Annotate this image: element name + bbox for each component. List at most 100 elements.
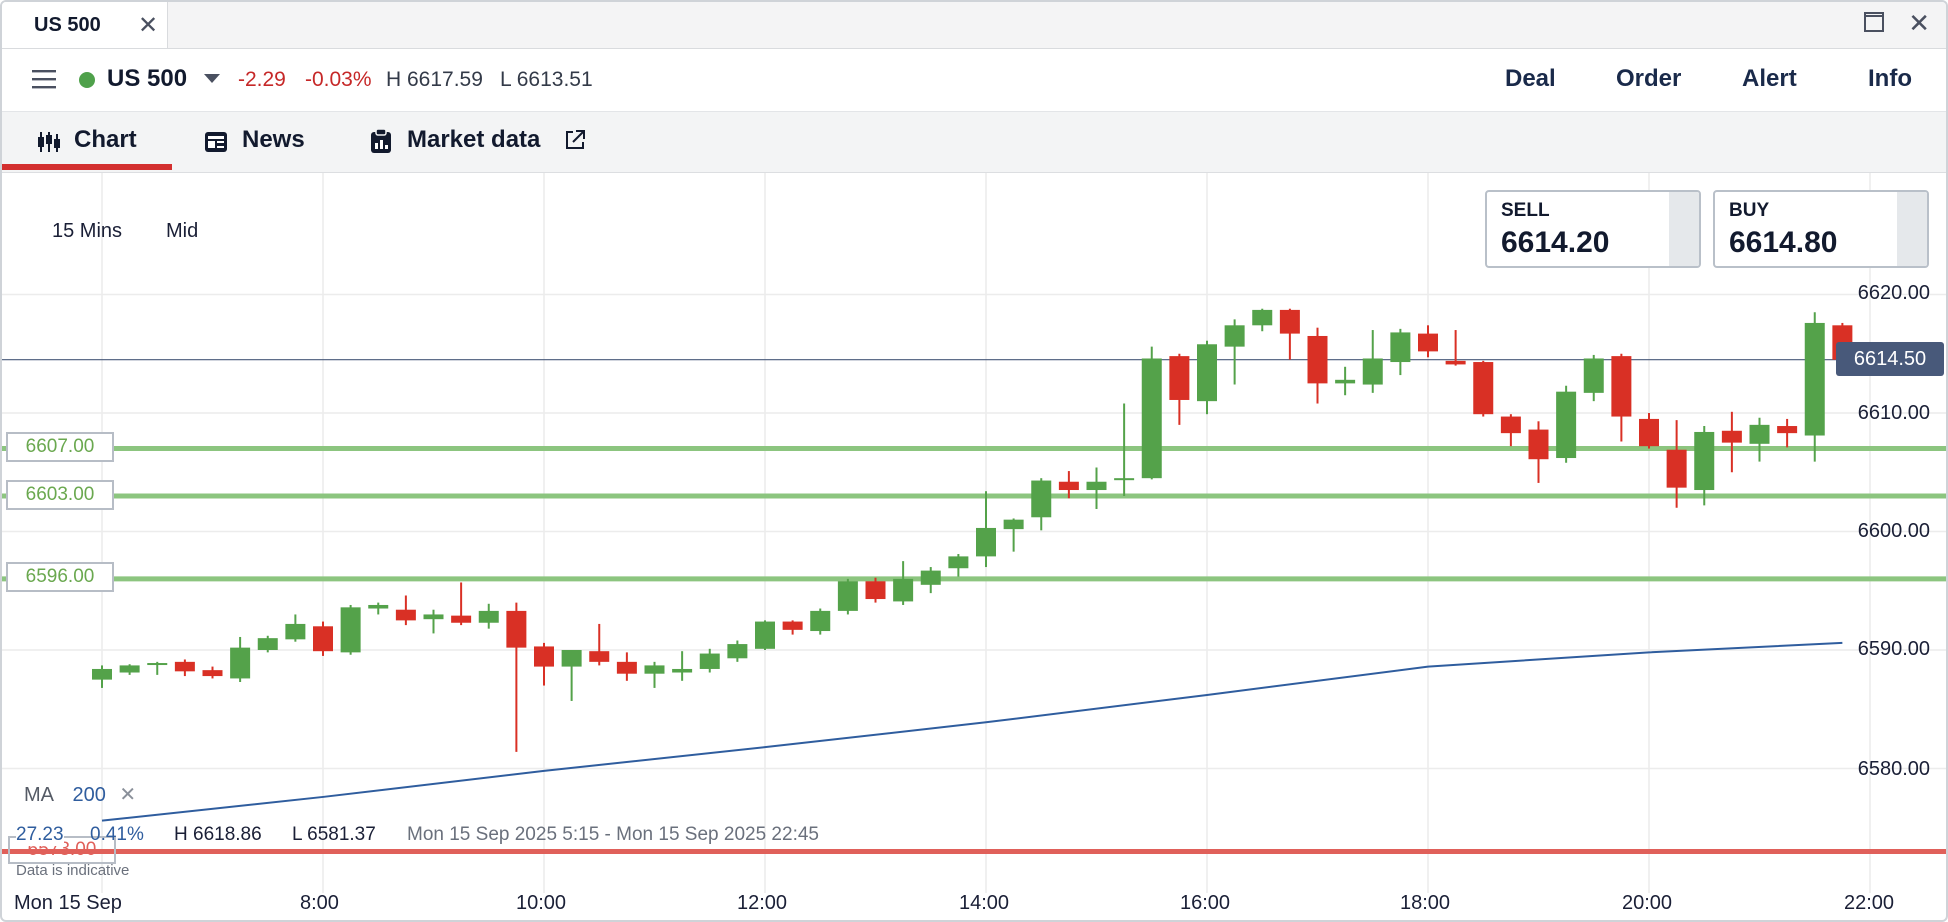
instrument-name[interactable]: US 500	[107, 65, 188, 92]
candle-up	[672, 668, 693, 673]
candle-down	[782, 621, 803, 630]
candle-down	[534, 646, 554, 667]
price-chart[interactable]	[2, 173, 1948, 922]
news-icon	[205, 132, 227, 152]
time-axis-date: Mon 15 Sep	[14, 892, 122, 914]
ma-label: MA	[24, 784, 53, 806]
candle-down	[451, 615, 472, 623]
candle-down	[202, 670, 223, 677]
candle-up	[1003, 519, 1024, 530]
level-label-6607[interactable]: 6607.00	[6, 432, 114, 462]
order-button[interactable]: Order	[1616, 65, 1682, 92]
candle-up	[1362, 358, 1383, 385]
candle-down	[1473, 362, 1494, 415]
candle-up	[976, 527, 996, 557]
time-axis-label: 20:00	[1622, 892, 1673, 914]
candle-up	[644, 665, 665, 674]
candle-up	[1141, 358, 1162, 479]
buy-price: 6614.80	[1729, 226, 1838, 259]
buy-label: BUY	[1729, 200, 1770, 221]
session-low: L 6613.51	[500, 68, 593, 91]
buy-quote-edge	[1897, 192, 1927, 266]
candle-up	[368, 604, 389, 609]
sell-quote-edge	[1669, 192, 1699, 266]
alert-button[interactable]: Alert	[1742, 65, 1797, 92]
candle-down	[1058, 481, 1079, 491]
candle-up	[340, 607, 361, 653]
clipboard-icon	[371, 128, 391, 153]
candle-up	[699, 653, 720, 669]
candle-up	[837, 581, 858, 611]
close-window-icon[interactable]: ✕	[1908, 8, 1930, 38]
sell-price: 6614.20	[1501, 226, 1610, 259]
level-label-6603[interactable]: 6603.00	[6, 480, 114, 510]
candle-down	[506, 610, 527, 648]
candle-down	[1307, 335, 1328, 384]
range-value: 27.23	[16, 824, 64, 846]
candle-down	[1777, 426, 1798, 434]
tab-chart[interactable]: Chart	[74, 126, 137, 153]
tab-market-data[interactable]: Market data	[407, 126, 541, 153]
range-percent: 0.41%	[90, 824, 144, 845]
candle-down	[1528, 429, 1549, 460]
candle-down	[1721, 430, 1742, 443]
candle-up	[257, 638, 278, 650]
external-link-icon[interactable]	[564, 129, 586, 151]
candle-up	[230, 647, 251, 679]
candle-down	[1666, 449, 1687, 488]
candle-up	[1583, 358, 1604, 393]
time-axis-label: 10:00	[516, 892, 567, 914]
candle-up	[727, 644, 748, 659]
candle-up	[1390, 332, 1411, 363]
candle-up	[285, 623, 306, 640]
sell-quote-button[interactable]: SELL 6614.20	[1485, 190, 1701, 268]
close-tab-icon[interactable]: ✕	[138, 12, 159, 39]
window-tab-title: US 500	[34, 14, 101, 36]
candle-down	[1418, 333, 1438, 352]
window-tab-us500[interactable]: US 500 ✕	[2, 2, 168, 48]
price-axis-label: 6590.00	[1857, 638, 1930, 660]
time-axis-label: 18:00	[1400, 892, 1451, 914]
active-tab-indicator	[2, 164, 172, 170]
candle-down	[395, 609, 416, 621]
candle-up	[92, 668, 112, 680]
candle-up	[423, 614, 444, 620]
level-label-6596[interactable]: 6596.00	[6, 562, 114, 592]
candle-up	[1335, 379, 1356, 384]
period-high: H 6618.86	[174, 824, 262, 845]
ma-indicator: MA 200 ✕	[24, 782, 136, 807]
price-axis-label: 6600.00	[1857, 520, 1930, 542]
price-type-selector[interactable]: Mid	[166, 220, 199, 242]
candle-up	[1224, 325, 1245, 347]
candle-down	[313, 626, 333, 652]
instrument-dropdown-icon[interactable]	[204, 74, 220, 83]
candle-up	[1252, 309, 1273, 326]
candle-down	[589, 651, 610, 662]
candle-up	[1804, 322, 1825, 436]
price-axis-label: 6620.00	[1857, 282, 1930, 304]
session-high: H 6617.59	[386, 68, 483, 91]
timeframe-selector[interactable]: 15 Mins	[52, 220, 123, 242]
tab-news[interactable]: News	[242, 126, 305, 153]
time-axis-label: 14:00	[959, 892, 1010, 914]
ma-period[interactable]: 200	[72, 784, 106, 806]
candle-down	[1279, 309, 1300, 334]
candle-up	[147, 663, 168, 666]
info-button[interactable]: Info	[1868, 65, 1912, 92]
period-low: L 6581.37	[292, 824, 376, 845]
remove-ma-icon[interactable]: ✕	[119, 784, 137, 806]
candle-up	[1086, 481, 1107, 491]
maximize-icon[interactable]	[1864, 12, 1884, 32]
candle-down	[1611, 356, 1632, 417]
period-range: Mon 15 Sep 2025 5:15 - Mon 15 Sep 2025 2…	[407, 824, 819, 845]
time-axis-label: 16:00	[1180, 892, 1231, 914]
content-tabs: Chart News Market data	[2, 112, 1946, 173]
candle-down	[1500, 416, 1521, 434]
time-axis-label: 22:00	[1844, 892, 1895, 914]
buy-quote-button[interactable]: BUY 6614.80	[1713, 190, 1929, 268]
candle-up	[1749, 424, 1770, 444]
hamburger-menu-icon[interactable]	[32, 69, 56, 89]
deal-button[interactable]: Deal	[1505, 65, 1556, 92]
candle-up	[478, 610, 499, 623]
